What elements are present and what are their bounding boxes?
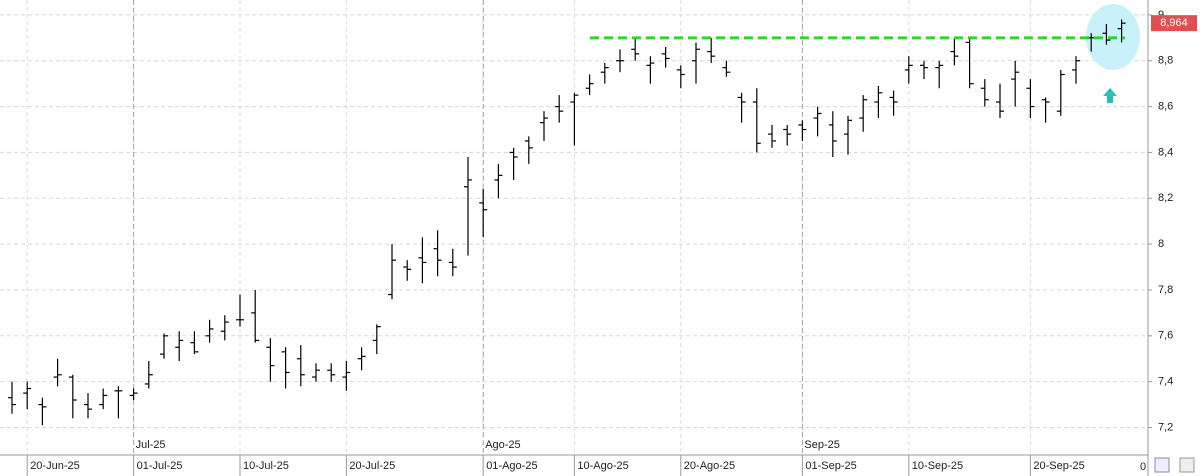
- x-tick-label: 10-Ago-25: [577, 460, 628, 472]
- x-tick-label: 01-Sep-25: [805, 460, 856, 472]
- scale-button[interactable]: [1154, 457, 1170, 473]
- y-tick-label: 8,6: [1158, 100, 1173, 112]
- y-tick-label: 9: [1158, 9, 1164, 21]
- x-tick-label: 10-Sep-25: [912, 460, 963, 472]
- last-price-label: 8,964: [1160, 17, 1188, 29]
- x-tick-label: 01-Jul-25: [137, 460, 183, 472]
- corner-label: 0: [1140, 461, 1146, 473]
- x-tick-label: 10-Jul-25: [243, 460, 289, 472]
- y-tick-label: 8,2: [1158, 192, 1173, 204]
- y-tick-label: 7,2: [1158, 421, 1173, 433]
- y-tick-label: 8: [1158, 238, 1164, 250]
- month-label: Sep-25: [804, 439, 839, 451]
- month-label: Ago-25: [485, 439, 520, 451]
- x-tick-label: 01-Ago-25: [486, 460, 537, 472]
- y-tick-label: 8,8: [1158, 55, 1173, 67]
- up-arrow: [1103, 88, 1117, 103]
- y-tick-label: 7,4: [1158, 376, 1173, 388]
- y-tick-label: 7,8: [1158, 284, 1173, 296]
- x-tick-label: 20-Jul-25: [349, 460, 395, 472]
- month-label: Jul-25: [136, 439, 166, 451]
- x-tick-label: 20-Jun-25: [30, 460, 80, 472]
- x-tick-label: 20-Sep-25: [1033, 460, 1084, 472]
- last-price-box: [1151, 15, 1197, 32]
- x-tick-label: 20-Ago-25: [684, 460, 735, 472]
- settings-button[interactable]: [1179, 457, 1195, 473]
- y-tick-label: 8,4: [1158, 146, 1173, 158]
- y-tick-label: 7,6: [1158, 330, 1173, 342]
